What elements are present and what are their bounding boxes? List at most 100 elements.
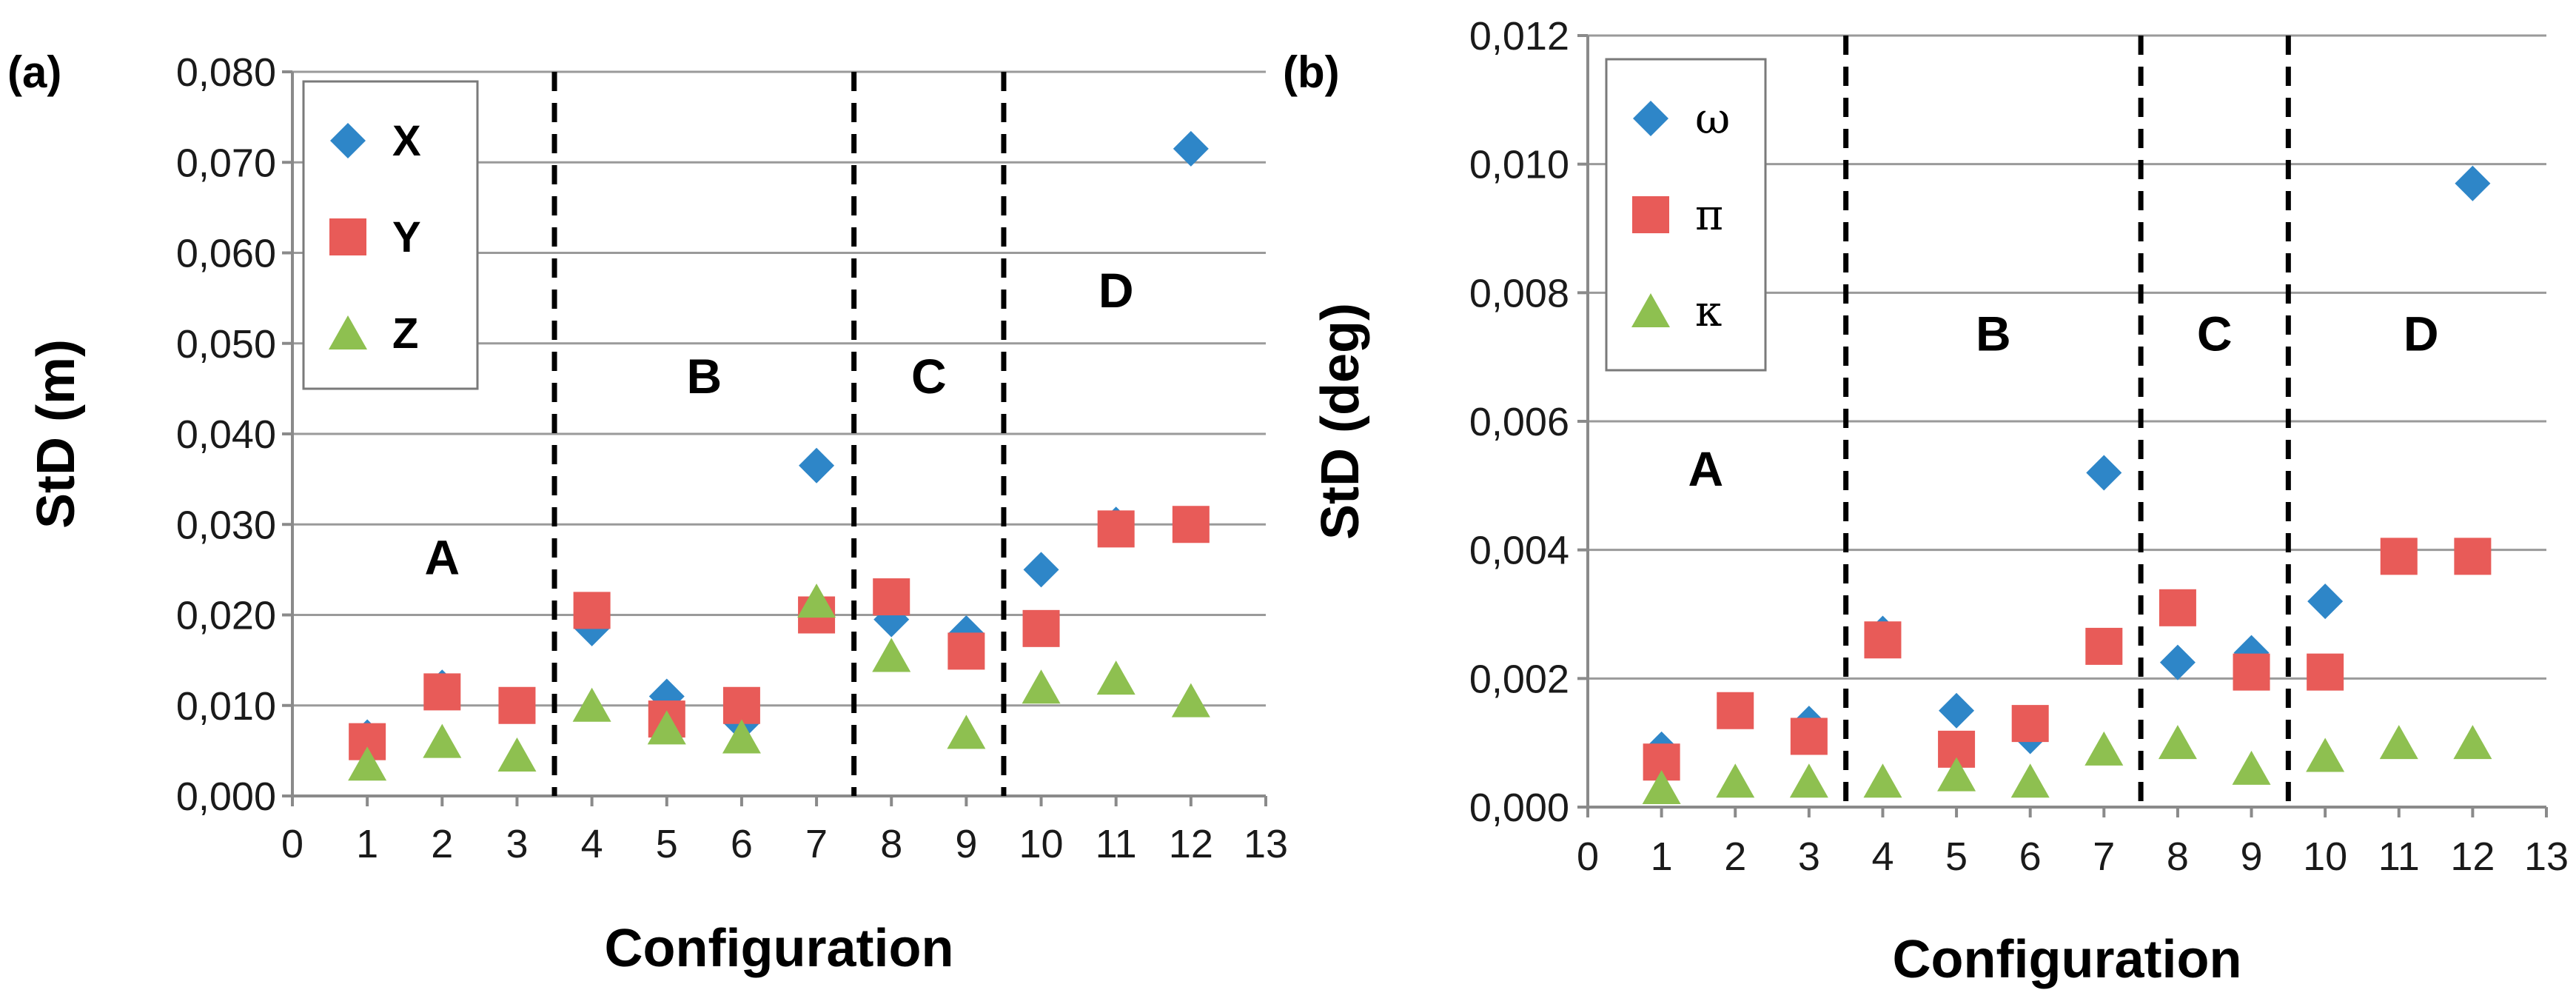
y-tick-label: 0,060 [176,232,276,276]
x-tick-label: 1 [1651,834,1673,879]
region-label-c: C [2197,306,2233,361]
x-tick-label: 7 [805,822,828,866]
x-tick-label: 2 [431,822,453,866]
data-point [1171,683,1210,717]
x-tick-label: 12 [2450,834,2495,879]
x-axis-title: Configuration [605,919,954,978]
legend-marker [329,218,366,255]
data-point [1716,763,1755,798]
legend-label: ω [1695,93,1730,144]
data-point [1789,763,1828,798]
y-tick-label: 0,070 [176,141,276,185]
region-label-a: A [424,529,460,584]
x-tick-label: 8 [880,822,902,866]
region-label-b: B [1976,306,2011,361]
data-point [2084,731,2124,766]
data-point [2086,455,2122,491]
x-tick-label: 13 [2524,834,2569,879]
panel-label: (a) [7,47,61,97]
y-tick-label: 0,008 [1469,271,1569,315]
data-point [1642,769,1681,804]
x-tick-label: 2 [1724,834,1746,879]
x-tick-label: 13 [1244,822,1288,866]
data-point [2232,750,2271,785]
legend-label: Y [392,213,421,261]
data-point [497,737,537,772]
legend-label: π [1695,190,1723,240]
data-point [348,746,387,781]
data-point [1937,757,1976,792]
legend-box [1605,58,1767,372]
data-point [2306,737,2345,772]
data-point [2010,763,2050,798]
data-point [947,715,986,749]
data-point [2307,653,2344,691]
x-tick-label: 6 [731,822,753,866]
y-tick-label: 0,010 [1469,143,1569,187]
data-point [1022,669,1061,704]
x-tick-label: 0 [1577,834,1599,879]
data-point [1173,130,1209,167]
data-point [2307,583,2344,620]
x-tick-label: 11 [1096,822,1137,866]
data-point [498,686,536,724]
data-point [873,578,910,616]
y-axis-title: StD (m) [27,339,86,529]
x-tick-label: 6 [2019,834,2042,879]
legend-marker [1632,196,1669,233]
data-point [2011,705,2049,743]
legend-label: Z [392,310,418,358]
data-point [872,638,911,672]
data-point [2455,165,2491,201]
x-tick-label: 5 [656,822,678,866]
data-point [1863,763,1902,798]
y-tick-label: 0,000 [176,775,276,819]
x-tick-label: 8 [2167,834,2189,879]
data-point [1717,692,1754,729]
data-point [1864,621,1902,659]
data-point [2158,725,2197,760]
data-point [2453,725,2492,760]
data-point [2159,589,2196,626]
x-tick-label: 10 [1019,822,1063,866]
data-point [2085,627,2123,665]
x-tick-label: 3 [506,822,528,866]
data-point [947,632,985,670]
y-tick-label: 0,012 [1469,14,1569,58]
region-label-a: A [1688,441,1724,496]
legend-label: κ [1695,286,1722,336]
data-point [572,687,611,722]
x-tick-label: 0 [281,822,303,866]
data-point [722,719,761,754]
x-tick-label: 9 [2241,834,2263,879]
region-label-d: D [1099,263,1134,318]
data-point [423,673,461,711]
region-label-b: B [687,349,722,404]
y-axis-title: StD (deg) [1311,303,1370,540]
series-3 [1642,725,2492,804]
legend-marker [329,315,367,349]
data-point [797,583,836,618]
data-point [2380,538,2418,575]
region-label-c: C [911,349,947,404]
y-tick-label: 0,004 [1469,529,1569,573]
chart-panel-a: 0,000 0,010 0,020 0,030 0,040 0,050 0,060 0,070… [7,47,1288,978]
data-point [2233,653,2270,691]
data-point [1172,506,1210,543]
legend-marker [330,123,366,158]
y-tick-label: 0,020 [176,594,276,638]
legend-label: X [392,117,421,165]
data-point [1790,717,1828,755]
y-tick-label: 0,040 [176,412,276,457]
x-tick-label: 7 [2093,834,2115,879]
x-tick-label: 11 [2378,834,2420,879]
data-point [647,710,686,745]
region-label-d: D [2404,306,2439,361]
series-3 [348,583,1210,781]
x-tick-label: 10 [2303,834,2347,879]
data-point [799,447,835,484]
y-tick-label: 0,030 [176,503,276,547]
x-tick-label: 1 [356,822,378,866]
data-point [2454,538,2492,575]
